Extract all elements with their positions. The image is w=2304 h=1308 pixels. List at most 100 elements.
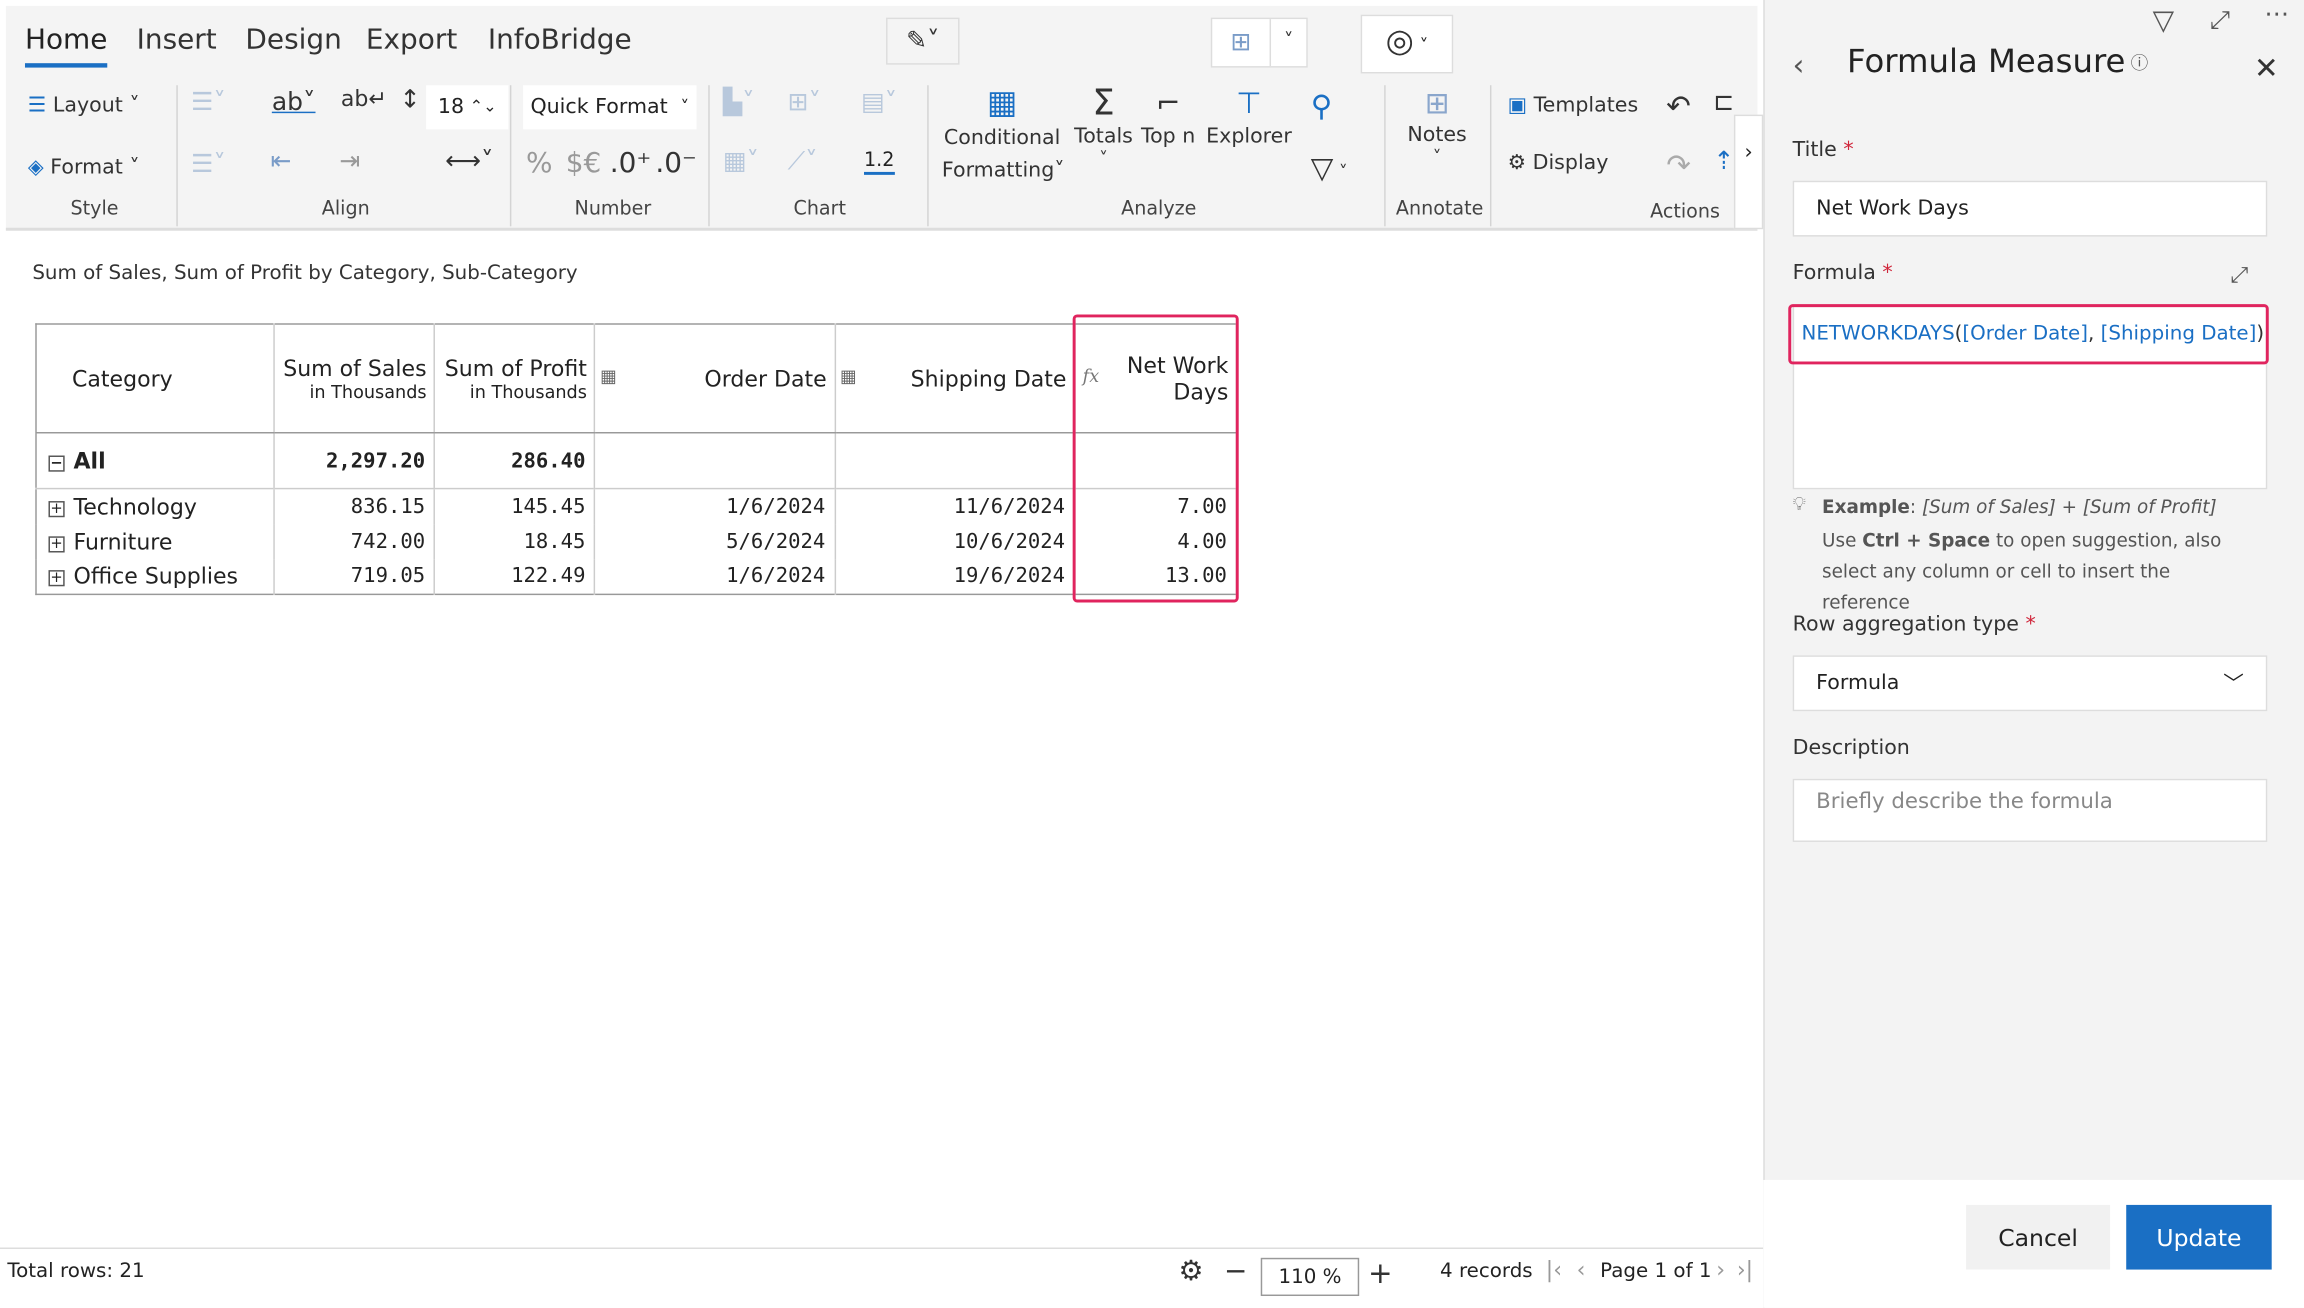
table-row: + Furniture 742.00 18.45 5/6/2024 10/6/2024… bbox=[36, 523, 1238, 560]
divider bbox=[509, 85, 512, 227]
info-icon[interactable]: ⓘ bbox=[2130, 52, 2149, 74]
hierarchy-chart-icon[interactable]: ⊞˅ bbox=[787, 88, 822, 118]
layout-button[interactable]: ☰ Layout ˅ bbox=[27, 94, 140, 118]
expand-icon[interactable]: + bbox=[48, 535, 65, 552]
table-row-total: − All 2,297.20 286.40 bbox=[36, 432, 1238, 489]
explorer-button[interactable]: ⊤ Explorer bbox=[1206, 85, 1292, 149]
indent-icon[interactable]: ⇥ bbox=[339, 146, 361, 177]
templates-button[interactable]: ▣ Templates bbox=[1507, 94, 1639, 118]
add-comment-button[interactable]: ⊞ ˅ bbox=[1210, 17, 1308, 68]
search-icon[interactable]: ⚲ bbox=[1310, 88, 1333, 124]
edit-mode-button[interactable]: ✎˅ bbox=[886, 17, 960, 65]
increase-decimal-button[interactable]: .0⁺ bbox=[609, 146, 652, 180]
ruler-icon[interactable]: ⊏ bbox=[1713, 88, 1735, 118]
page-indicator: Page 1 of 1 bbox=[1600, 1259, 1712, 1283]
filter-icon[interactable]: ▽ bbox=[2152, 4, 2175, 37]
group-label-actions: Actions bbox=[1650, 201, 1720, 224]
conditional-formatting-button[interactable]: ▦ Conditional Formatting˅ bbox=[941, 85, 1065, 183]
cloud-upload-icon[interactable]: ⇡ bbox=[1713, 146, 1735, 177]
outdent-icon[interactable]: ⇤ bbox=[270, 146, 292, 177]
table-chart-icon[interactable]: ▦˅ bbox=[722, 146, 760, 177]
bar-chart-icon[interactable]: ▙˅ bbox=[722, 88, 755, 118]
gear-icon[interactable]: ⚙ bbox=[1178, 1254, 1204, 1288]
back-button[interactable]: ‹ bbox=[1793, 47, 1805, 82]
group-label-analyze: Analyze bbox=[1121, 198, 1197, 221]
expand-editor-icon[interactable]: ⤢ bbox=[2230, 261, 2249, 289]
paint-bucket-icon: ◈ bbox=[27, 155, 51, 180]
formula-text[interactable]: NETWORKDAYS([Order Date], [Shipping Date… bbox=[1801, 321, 2265, 346]
formula-label: Formula * bbox=[1792, 261, 1893, 286]
tab-export[interactable]: Export bbox=[365, 23, 458, 56]
column-header-profit[interactable]: Sum of Profit in Thousands bbox=[434, 324, 596, 434]
table-row: + Office Supplies 719.05 122.49 1/6/2024 19… bbox=[36, 559, 1238, 595]
chevron-down-icon: ˅ bbox=[1413, 35, 1429, 56]
column-header-category[interactable]: Category bbox=[36, 324, 276, 434]
close-icon: ✕ bbox=[2254, 49, 2279, 86]
layout-icon: ☰ bbox=[27, 94, 53, 118]
chevron-right-icon: › bbox=[1744, 141, 1753, 165]
report-subtitle: Sum of Sales, Sum of Profit by Category,… bbox=[32, 261, 578, 286]
last-page-icon[interactable]: ›| bbox=[1736, 1256, 1754, 1283]
zoom-in-button[interactable]: + bbox=[1368, 1254, 1393, 1291]
column-header-order-date[interactable]: ▦ Order Date bbox=[595, 324, 836, 434]
zoom-out-button[interactable]: − bbox=[1224, 1254, 1248, 1288]
redo-icon[interactable]: ↷ bbox=[1666, 146, 1691, 183]
display-button[interactable]: ⚙ Display bbox=[1507, 151, 1609, 175]
update-button[interactable]: Update bbox=[2126, 1204, 2272, 1270]
group-label-annotate: Annotate bbox=[1395, 198, 1484, 221]
group-label-align: Align bbox=[321, 198, 370, 221]
tab-home[interactable]: Home bbox=[24, 23, 108, 68]
decimal-places-button[interactable]: 1.2 bbox=[864, 150, 895, 175]
collapse-icon[interactable]: − bbox=[48, 454, 65, 471]
percent-format-button[interactable]: % bbox=[526, 146, 553, 180]
column-header-shipping-date[interactable]: ▦ Shipping Date bbox=[834, 324, 1076, 434]
tab-design[interactable]: Design bbox=[245, 23, 342, 56]
panel-title: Formula Measure bbox=[1847, 44, 2126, 81]
gantt-chart-icon[interactable]: ▤˅ bbox=[861, 88, 898, 118]
zoom-input[interactable]: 110 % bbox=[1260, 1257, 1360, 1297]
expand-icon[interactable]: ⤢ bbox=[2209, 5, 2230, 36]
first-page-icon[interactable]: |‹ bbox=[1545, 1256, 1563, 1283]
row-aggregation-dropdown[interactable]: Formula ﹀ bbox=[1792, 655, 2268, 712]
column-width-icon[interactable]: ⟷˅ bbox=[445, 146, 494, 177]
title-input[interactable]: Net Work Days bbox=[1792, 180, 2268, 237]
ribbon-scroll-right[interactable]: › bbox=[1733, 114, 1764, 230]
tab-insert[interactable]: Insert bbox=[136, 23, 217, 56]
tab-infobridge[interactable]: InfoBridge bbox=[487, 23, 632, 56]
description-textarea[interactable]: Briefly describe the formula bbox=[1792, 778, 2268, 842]
wrap-text-icon[interactable]: ab↵ bbox=[340, 85, 387, 112]
chevron-down-icon[interactable]: ˅ bbox=[1283, 30, 1294, 53]
divider bbox=[1384, 85, 1386, 227]
text-overflow-icon[interactable]: ab˅ bbox=[271, 88, 316, 118]
more-options-icon[interactable]: ⋯ bbox=[2264, 0, 2290, 30]
quick-format-dropdown[interactable]: Quick Format ˅ bbox=[523, 85, 697, 130]
next-page-icon[interactable]: › bbox=[1716, 1256, 1726, 1283]
cancel-button[interactable]: Cancel bbox=[1966, 1204, 2111, 1270]
top-n-icon: ⌐ bbox=[1155, 85, 1181, 121]
stepper-arrows-icon[interactable]: ⌃⌄ bbox=[469, 96, 497, 117]
undo-icon[interactable]: ↶ bbox=[1666, 88, 1691, 124]
format-button[interactable]: ◈ Format ˅ bbox=[27, 155, 140, 180]
totals-button[interactable]: Σ Totals ˅ bbox=[1074, 82, 1133, 169]
close-button[interactable]: ✕ bbox=[2254, 50, 2279, 85]
highlight-net-work-days bbox=[1072, 314, 1239, 603]
vertical-align-icon[interactable]: ☰˅ bbox=[191, 149, 226, 180]
row-aggregation-label: Row aggregation type * bbox=[1792, 612, 2036, 637]
divider bbox=[1489, 85, 1492, 227]
decrease-decimal-button[interactable]: .0⁻ bbox=[655, 146, 697, 180]
edit-pencil-icon: ✎˅ bbox=[906, 26, 940, 56]
highlight-formula bbox=[1788, 304, 2269, 365]
line-chart-icon[interactable]: ⟋˅ bbox=[787, 146, 818, 177]
horizontal-align-icon[interactable]: ☰˅ bbox=[191, 88, 226, 118]
column-header-sales[interactable]: Sum of Sales in Thousands bbox=[274, 324, 436, 434]
filter-icon[interactable]: ▽ ˅ bbox=[1310, 149, 1348, 186]
currency-format-button[interactable]: $€ bbox=[565, 146, 602, 180]
top-n-button[interactable]: ⌐ Top n bbox=[1141, 85, 1196, 149]
prev-page-icon[interactable]: ‹ bbox=[1576, 1256, 1586, 1283]
notes-button[interactable]: ⊞ Notes ˅ bbox=[1403, 88, 1471, 167]
column-header-net-work-days[interactable]: fx Net Work Days bbox=[1074, 324, 1238, 434]
user-menu-button[interactable]: ◎ ˅ bbox=[1360, 14, 1454, 74]
font-size-stepper[interactable]: 18 ⌃⌄ bbox=[426, 85, 509, 130]
expand-icon[interactable]: + bbox=[48, 500, 65, 517]
expand-icon[interactable]: + bbox=[48, 570, 65, 587]
